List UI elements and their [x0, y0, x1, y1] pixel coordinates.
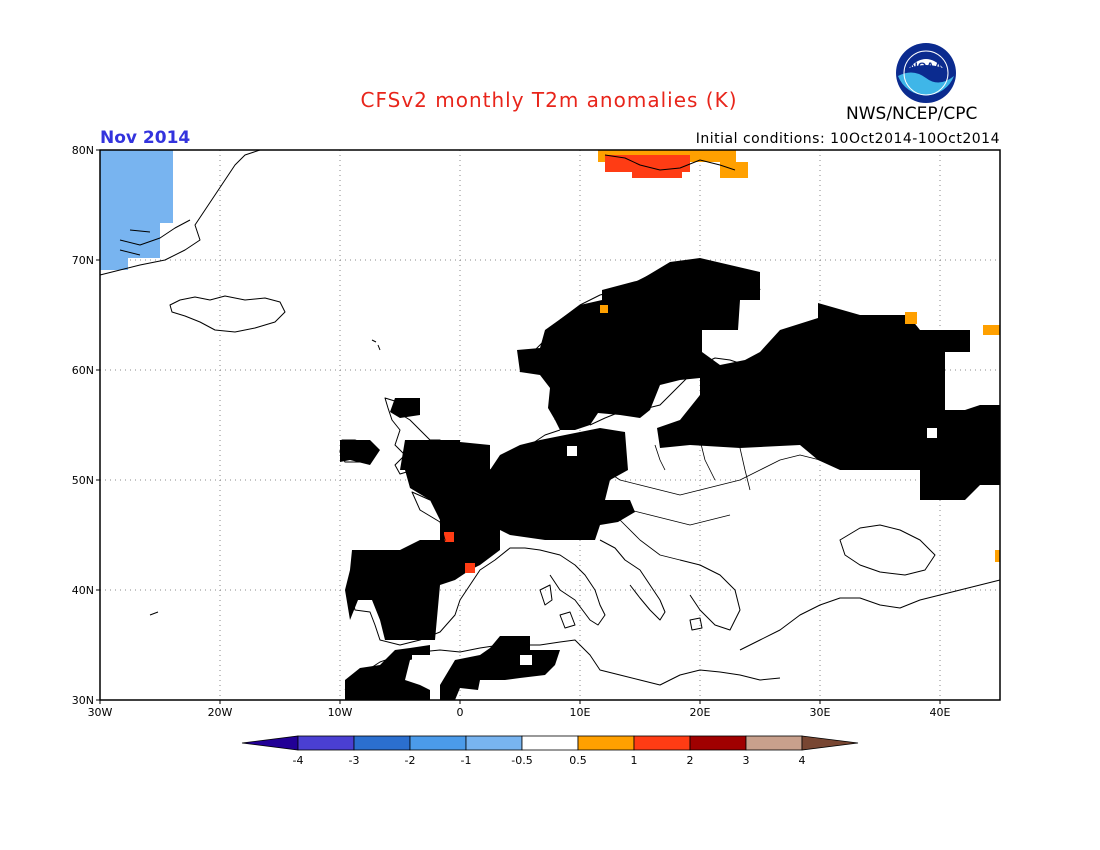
color-scale-label: -3	[349, 754, 360, 767]
color-scale-box	[689, 735, 747, 751]
color-scale-label: -2	[405, 754, 416, 767]
color-scale-box	[521, 735, 579, 751]
latitude-tick-label: 40N	[72, 584, 94, 597]
latitude-tick-label: 60N	[72, 364, 94, 377]
color-scale-box	[241, 735, 299, 751]
latitude-tick-label: 70N	[72, 254, 94, 267]
color-scale-label: -1	[461, 754, 472, 767]
initial-conditions-label: Initial conditions: 10Oct2014-10Oct2014	[695, 131, 1000, 147]
longitude-tick-label: 10E	[570, 706, 591, 719]
longitude-tick-label: 30E	[810, 706, 831, 719]
longitude-tick-label: 20W	[208, 706, 233, 719]
anomaly-shading	[100, 150, 1000, 700]
latitude-tick-label: 30N	[72, 694, 94, 707]
map-title: CFSv2 monthly T2m anomalies (K)	[360, 88, 738, 112]
latitude-tick-label: 50N	[72, 474, 94, 487]
color-scale-box	[633, 735, 691, 751]
longitude-tick-label: 30W	[88, 706, 113, 719]
color-scale-box	[577, 735, 635, 751]
longitude-tick-label: 40E	[930, 706, 951, 719]
color-scale-box	[409, 735, 467, 751]
svg-text:NOAA: NOAA	[910, 61, 942, 73]
longitude-tick-label: 10W	[328, 706, 353, 719]
color-scale-label: 3	[743, 754, 750, 767]
color-scale-box	[745, 735, 803, 751]
noaa-logo: NOAA	[896, 43, 956, 103]
longitude-tick-label: 0	[457, 706, 464, 719]
latitude-axis: 80N 70N 60N 50N 40N 30N	[72, 144, 100, 707]
valid-month-label: Nov 2014	[100, 128, 191, 148]
color-scale-label: 2	[687, 754, 694, 767]
latitude-tick-label: 80N	[72, 144, 94, 157]
color-scale-label: 0.5	[569, 754, 587, 767]
color-scale-label: -4	[293, 754, 304, 767]
color-scale-box	[353, 735, 411, 751]
color-scale-label: -0.5	[511, 754, 532, 767]
map-frame	[99, 149, 1001, 701]
color-scale-labels: -4 -3 -2 -1 -0.5 0.5 1 2 3 4	[293, 754, 806, 767]
agency-label: NWS/NCEP/CPC	[846, 104, 978, 124]
color-scale-box	[297, 735, 355, 751]
coastlines	[99, 149, 1001, 691]
color-scale-label: 4	[799, 754, 806, 767]
color-scale-box	[465, 735, 523, 751]
longitude-axis: 30W 20W 10W 0 10E 20E 30E 40E	[88, 700, 951, 719]
longitude-tick-label: 20E	[690, 706, 711, 719]
color-scale-label: 1	[631, 754, 638, 767]
color-scale-boxes	[241, 735, 859, 751]
color-scale-box	[801, 735, 859, 751]
